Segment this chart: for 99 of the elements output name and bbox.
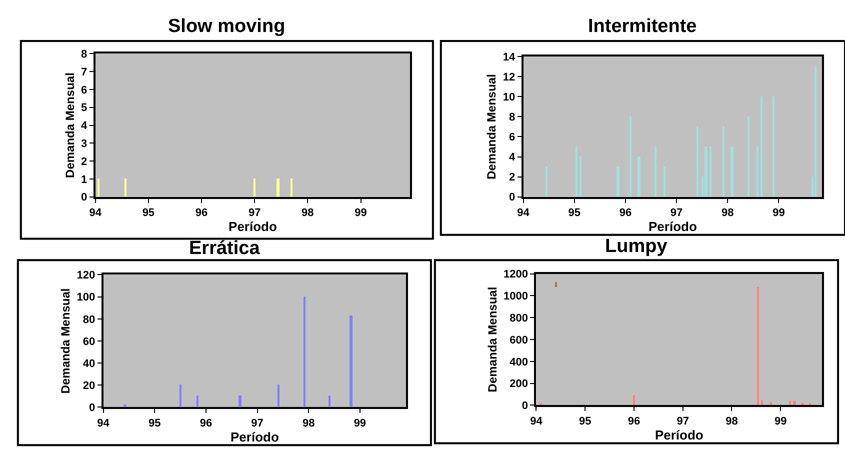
x-tick-label: 98 bbox=[302, 207, 314, 220]
y-tick-label: 8 bbox=[81, 48, 88, 61]
y-tick-label: 3 bbox=[81, 138, 88, 150]
y-axis-title: Demanda Mensual bbox=[58, 288, 73, 394]
bar bbox=[789, 400, 792, 405]
chart-title: Lumpy bbox=[605, 236, 668, 257]
chart-title: Intermitente bbox=[588, 16, 697, 37]
bar bbox=[238, 396, 242, 407]
x-tick-label: 99 bbox=[772, 207, 785, 220]
y-tick-label: 0 bbox=[522, 400, 528, 412]
x-tick-label: 98 bbox=[726, 415, 738, 428]
x-tick-label: 96 bbox=[628, 415, 640, 428]
bar bbox=[760, 96, 762, 197]
y-tick-label: 4 bbox=[508, 152, 516, 164]
chart-title: Slow moving bbox=[168, 16, 286, 37]
x-tick-label: 98 bbox=[302, 417, 315, 430]
bar bbox=[303, 296, 306, 407]
bar bbox=[545, 166, 548, 197]
y-tick-label: 12 bbox=[502, 71, 516, 84]
x-tick-label: 96 bbox=[619, 207, 632, 220]
x-tick-label: 97 bbox=[676, 415, 689, 428]
x-tick-label: 95 bbox=[578, 415, 592, 428]
x-axis-title: Período bbox=[230, 429, 279, 444]
bar bbox=[730, 146, 734, 197]
y-tick-label: 6 bbox=[508, 132, 516, 144]
x-tick-label: 97 bbox=[251, 417, 264, 430]
y-tick-label: 20 bbox=[82, 380, 96, 392]
y-tick-label: 6 bbox=[81, 84, 88, 96]
y-axis-title: Demanda Mensual bbox=[484, 74, 499, 180]
x-tick-label: 99 bbox=[774, 415, 787, 428]
y-tick-label: 0 bbox=[81, 192, 88, 204]
bar bbox=[179, 384, 182, 407]
x-tick-label: 94 bbox=[530, 415, 544, 428]
bar bbox=[654, 146, 656, 197]
x-axis-title: Período bbox=[654, 427, 704, 442]
y-tick-label: 800 bbox=[510, 312, 528, 324]
x-tick-label: 94 bbox=[89, 207, 102, 220]
x-tick-label: 95 bbox=[148, 417, 161, 430]
y-tick-label: 100 bbox=[76, 292, 96, 304]
bar bbox=[349, 316, 352, 407]
bar bbox=[793, 400, 796, 405]
y-tick-label: 4 bbox=[81, 120, 88, 132]
bar bbox=[575, 146, 578, 197]
y-tick-label: 7 bbox=[81, 66, 88, 78]
x-tick-label: 98 bbox=[722, 207, 734, 220]
y-tick-label: 2 bbox=[81, 156, 88, 168]
y-tick-label: 80 bbox=[82, 314, 96, 326]
bar bbox=[756, 146, 758, 197]
y-tick-label: 1 bbox=[81, 174, 88, 186]
y-tick-label: 2 bbox=[508, 172, 516, 184]
x-tick-label: 96 bbox=[200, 417, 212, 430]
bar bbox=[747, 116, 750, 197]
y-tick-label: 120 bbox=[76, 270, 96, 282]
x-axis-title: Período bbox=[228, 219, 277, 234]
x-tick-label: 97 bbox=[248, 207, 261, 220]
x-tick-label: 99 bbox=[354, 417, 366, 430]
bar bbox=[704, 146, 708, 197]
x-tick-label: 94 bbox=[517, 207, 530, 220]
bar bbox=[637, 156, 640, 197]
bar bbox=[555, 282, 558, 287]
x-axis-title: Período bbox=[648, 219, 697, 234]
x-tick-label: 99 bbox=[354, 207, 367, 220]
bar bbox=[814, 66, 816, 197]
bar bbox=[579, 156, 582, 197]
y-tick-label: 400 bbox=[510, 356, 528, 368]
bar bbox=[757, 286, 760, 405]
bar bbox=[277, 384, 280, 407]
bar bbox=[196, 396, 198, 407]
bar bbox=[616, 166, 620, 197]
y-tick-label: 0 bbox=[88, 402, 96, 414]
x-tick-label: 96 bbox=[195, 207, 208, 220]
y-tick-label: 1000 bbox=[504, 290, 528, 303]
y-tick-label: 60 bbox=[82, 336, 96, 348]
y-tick-label: 600 bbox=[510, 334, 528, 346]
y-tick-label: 200 bbox=[510, 378, 528, 390]
y-tick-label: 1200 bbox=[504, 268, 528, 281]
y-axis-title: Demanda Mensual bbox=[485, 286, 500, 392]
bar bbox=[633, 394, 636, 405]
bar bbox=[629, 116, 632, 197]
bar bbox=[770, 402, 772, 405]
y-tick-label: 5 bbox=[81, 102, 88, 114]
bar bbox=[722, 126, 724, 197]
x-tick-label: 97 bbox=[670, 207, 683, 220]
y-tick-label: 10 bbox=[502, 92, 516, 104]
bar bbox=[761, 400, 764, 405]
bar bbox=[696, 126, 698, 197]
x-tick-label: 95 bbox=[142, 207, 155, 220]
x-tick-label: 94 bbox=[97, 417, 110, 430]
x-tick-label: 95 bbox=[568, 207, 581, 220]
bar bbox=[328, 396, 330, 407]
y-tick-label: 40 bbox=[82, 358, 96, 370]
bar bbox=[663, 166, 666, 197]
y-tick-label: 8 bbox=[508, 112, 516, 124]
chart-title: Errática bbox=[189, 238, 260, 259]
y-tick-label: 14 bbox=[502, 51, 516, 64]
bar bbox=[709, 146, 712, 197]
y-tick-label: 0 bbox=[508, 192, 516, 204]
y-axis-title: Demanda Mensual bbox=[62, 72, 77, 178]
bar bbox=[772, 96, 774, 197]
